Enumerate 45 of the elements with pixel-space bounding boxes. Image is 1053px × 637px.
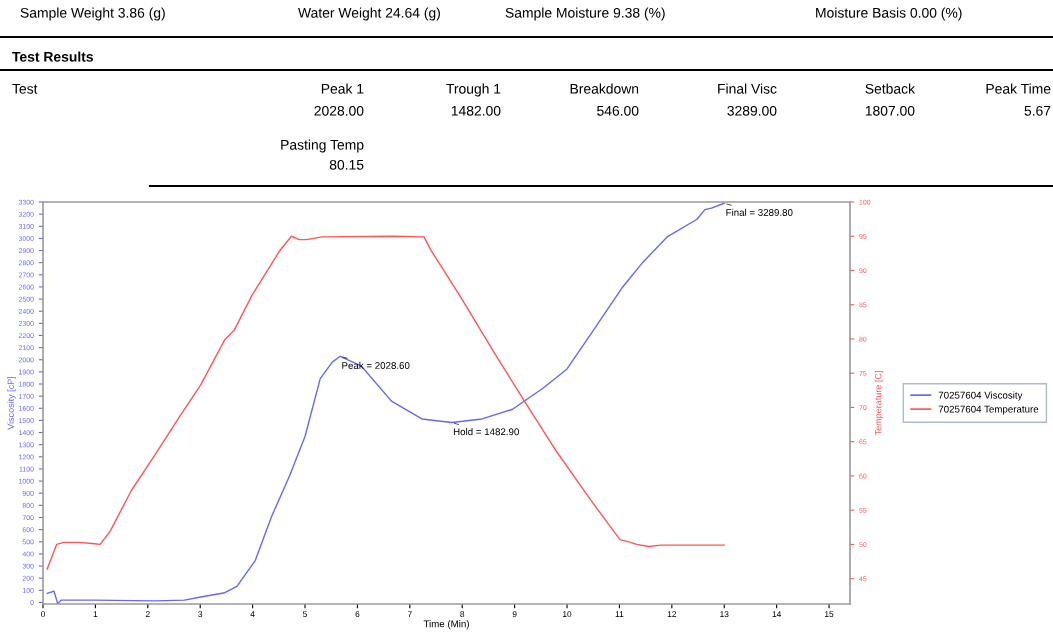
x-tick-label: 4: [250, 611, 255, 617]
x-tick-label: 12: [667, 611, 677, 617]
annotation: Hold = 1482.90: [453, 428, 519, 436]
text: 5.67: [1024, 105, 1051, 116]
x-tick-label: 1: [93, 611, 98, 617]
legend-label: 70257604 Viscosity: [938, 391, 1023, 401]
legend-label: 70257604 Temperature: [938, 405, 1039, 415]
x-tick-label: 9: [512, 611, 517, 618]
text: Peak Time: [986, 83, 1051, 94]
line-series: [46, 235, 725, 570]
y-axis-title: Viscosity [cP]: [7, 376, 16, 430]
text: 1482.00: [451, 105, 501, 116]
text: 3289.00: [727, 105, 777, 116]
text: Final Visc: [718, 83, 777, 94]
text: 1807.00: [865, 105, 915, 116]
x-tick-label: 10: [563, 611, 572, 618]
text: Trough 1: [446, 83, 501, 97]
text: Peak 1: [321, 83, 364, 94]
text: Setback: [865, 83, 916, 94]
text: Test: [12, 84, 38, 94]
annotation: Final = 3289.80: [726, 208, 793, 216]
x-tick-label: 14: [772, 611, 782, 617]
x-tick-label: 13: [720, 611, 729, 618]
x-tick-label: 6: [355, 611, 360, 618]
text: Sample Moisture 9.38 (%): [505, 7, 665, 21]
text: 80.15: [329, 159, 364, 170]
text: Moisture Basis 0.00 (%): [816, 7, 962, 21]
text: 546.00: [597, 105, 639, 116]
text: Test Results: [12, 51, 93, 62]
x-tick-label: 11: [615, 611, 624, 617]
x-tick-label: 5: [303, 611, 307, 618]
x-tick-label: 2: [145, 611, 150, 617]
x-tick-label: 15: [825, 611, 834, 618]
y2-axis-title: Temperature [C]: [874, 371, 884, 436]
text: Sample Weight 3.86 (g): [20, 7, 165, 21]
text: 2028.00: [314, 105, 364, 116]
text: Pasting Temp: [281, 139, 364, 153]
x-tick-label: 8: [460, 611, 465, 618]
line-series: [46, 202, 725, 604]
text: Breakdown: [570, 83, 639, 94]
x-tick-label: 0: [41, 611, 45, 618]
x-tick-label: 7: [407, 611, 412, 617]
x-axis-title: Time (Min): [423, 620, 469, 630]
x-tick-label: 3: [198, 611, 203, 618]
text: Water Weight 24.64 (g): [298, 7, 440, 21]
